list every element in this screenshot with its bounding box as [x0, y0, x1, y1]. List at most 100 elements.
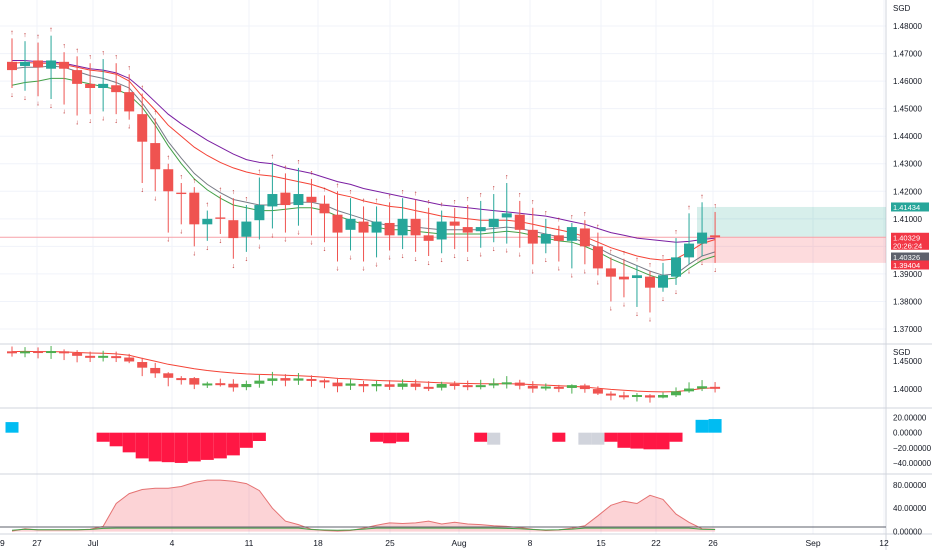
fractal-down-marker: ↓ — [648, 316, 652, 323]
time-tick-label: 15 — [596, 538, 606, 548]
secondary-candle-body — [202, 383, 213, 386]
fractal-down-marker: ↓ — [336, 266, 340, 273]
fractal-down-marker: ↓ — [570, 272, 574, 279]
candle-body — [671, 257, 682, 277]
stop-zone — [697, 237, 886, 263]
fractal-up-marker: ↑ — [401, 189, 405, 196]
candle-body — [111, 85, 122, 93]
candle-body — [514, 214, 525, 230]
fractal-down-marker: ↓ — [453, 253, 457, 260]
fractal-down-marker: ↓ — [479, 252, 483, 259]
candle-body — [46, 60, 57, 69]
secondary-candle-body — [228, 383, 239, 388]
fractal-up-marker: ↑ — [284, 164, 288, 171]
secondary-candle-body — [618, 395, 629, 398]
fractal-up-marker: ↑ — [62, 43, 66, 50]
fractal-up-marker: ↑ — [336, 182, 340, 189]
candle-body — [566, 227, 577, 241]
candle-body — [124, 92, 135, 112]
fractal-down-marker: ↓ — [362, 266, 366, 273]
fractal-down-marker: ↓ — [401, 253, 405, 260]
secondary-candle-body — [566, 385, 577, 388]
candle-body — [215, 217, 226, 219]
histogram-bar — [239, 432, 253, 448]
secondary-candle-body — [215, 383, 226, 386]
fractal-down-marker: ↓ — [88, 118, 92, 125]
candle-body — [462, 227, 473, 233]
fractal-down-marker: ↓ — [232, 263, 236, 270]
fractal-up-marker: ↑ — [75, 47, 79, 54]
fractal-down-marker: ↓ — [140, 187, 144, 194]
candle-body — [410, 218, 421, 236]
fractal-up-marker: ↑ — [349, 189, 353, 196]
candle-body — [176, 192, 187, 195]
oscillator-signal-line — [11, 527, 716, 531]
histogram-bar — [396, 432, 410, 442]
histogram-pane[interactable] — [5, 419, 722, 463]
oscillator-line — [11, 479, 716, 532]
fractal-up-marker: ↑ — [258, 169, 262, 176]
fractal-down-marker: ↓ — [23, 95, 27, 102]
price-tick-label: 1.47000 — [893, 50, 922, 59]
fractal-down-marker: ↓ — [258, 243, 262, 250]
price-tick-label: 1.37000 — [893, 325, 922, 334]
histogram-bar — [552, 432, 566, 442]
histogram-tick-label: −40.00000 — [893, 459, 932, 468]
histogram-bar — [96, 432, 110, 442]
secondary-candle-body — [85, 355, 96, 358]
time-axis[interactable]: 27 Jul 4 11 18 25 Aug 8 15 22 26 Sep 12 19 — [0, 538, 889, 548]
secondary-candle-body — [592, 389, 603, 394]
secondary-candle-body — [671, 391, 682, 396]
secondary-candle-body — [658, 395, 668, 398]
secondary-candle-body — [514, 382, 525, 386]
candle-body — [306, 196, 317, 203]
time-tick-label: Sep — [805, 538, 820, 548]
candle-body — [137, 114, 148, 142]
secondary-candle-body — [527, 385, 538, 389]
oscillator-pane[interactable] — [0, 479, 886, 532]
time-tick-label: 19 — [0, 538, 5, 548]
secondary-candle-body — [684, 388, 695, 392]
fractal-up-marker: ↑ — [466, 196, 470, 203]
fractal-down-marker: ↓ — [180, 228, 184, 235]
secondary-candle-body — [163, 373, 174, 378]
time-tick-label: 12 — [879, 538, 889, 548]
price-axis[interactable]: SGD 1.48000 1.47000 1.46000 1.45000 1.44000 1.… — [891, 4, 932, 537]
candle-body — [33, 60, 44, 68]
fractal-up-marker: ↑ — [544, 210, 548, 217]
candle-body — [280, 192, 291, 206]
fractal-down-marker: ↓ — [153, 195, 157, 202]
fractal-down-marker: ↓ — [206, 245, 210, 252]
histogram-bar — [383, 432, 397, 444]
fractal-down-marker: ↓ — [284, 237, 288, 244]
secondary-candle-body — [410, 383, 421, 387]
fractal-up-marker: ↑ — [206, 202, 210, 209]
candle-body — [98, 83, 109, 88]
oscillator-tick-label: 80.00000 — [893, 481, 927, 490]
histogram-bar — [122, 432, 136, 453]
main-price-pane[interactable]: ↑ ↓ ↑ ↓ ↑ ↓ ↑ ↓ ↑ ↓ ↑ ↓ ↑ ↓ ↑ ↓ ↑ ↓ ↑ ↓ ↑ ↓ ↑ ↓ ↑ ↓ ↑ ↓ ↑ ↓ ↑ ↓ ↑ ↓ ↑ ↓ ↑ ↓ ↑ ↓… — [0, 27, 886, 324]
fractal-down-marker: ↓ — [62, 109, 66, 116]
fractal-up-marker: ↑ — [687, 204, 691, 211]
fractal-up-marker: ↑ — [127, 65, 131, 72]
candle-body — [59, 61, 70, 69]
fractal-down-marker: ↓ — [466, 256, 470, 263]
fractal-up-marker: ↑ — [180, 174, 184, 181]
fractal-down-marker: ↓ — [635, 311, 639, 318]
fractal-up-marker: ↑ — [88, 54, 92, 61]
candle-body — [449, 221, 460, 226]
fractal-up-marker: ↑ — [10, 29, 14, 36]
secondary-candle-body — [423, 386, 434, 389]
fractal-up-marker: ↑ — [427, 199, 431, 206]
histogram-bar — [200, 432, 214, 460]
secondary-candle-body — [332, 382, 343, 387]
price-tag-bg — [891, 252, 929, 262]
price-tick-label: 1.48000 — [893, 22, 922, 31]
candle-body — [267, 194, 278, 207]
fractal-down-marker: ↓ — [557, 266, 561, 273]
target-zone — [697, 206, 886, 238]
price-tag-label: 1.40329 — [893, 233, 920, 242]
secondary-price-pane[interactable] — [7, 345, 721, 403]
price-tag-label: 20:26:24 — [893, 241, 922, 250]
